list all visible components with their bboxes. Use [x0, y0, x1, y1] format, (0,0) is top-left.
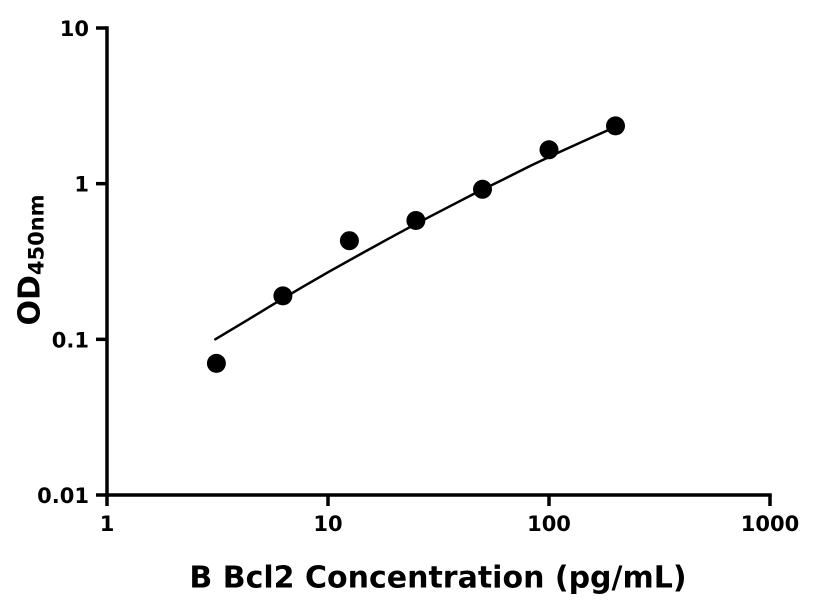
data-point	[473, 179, 492, 199]
data-point	[606, 116, 625, 136]
y-axis-tick-label: 0.1	[52, 328, 89, 352]
data-point	[273, 286, 293, 306]
y-axis-title: OD450nm	[12, 194, 49, 326]
y-axis-title-subscript: 450nm	[24, 194, 49, 276]
x-axis-tick-label: 1	[100, 512, 115, 536]
data-point	[539, 140, 559, 160]
x-axis-tick-label: 10	[313, 512, 342, 536]
data-point	[406, 211, 426, 230]
y-axis-title-main: OD	[12, 275, 48, 326]
axis-spines	[105, 26, 772, 497]
data-point	[206, 353, 226, 373]
x-axis-tick-label: 1000	[741, 512, 799, 536]
x-axis-tick-label: 100	[527, 512, 571, 536]
data-point	[339, 231, 359, 251]
fit-curve	[214, 125, 617, 341]
x-axis-title: B Bcl2 Concentration (pg/mL)	[189, 560, 687, 596]
y-axis-tick-label: 0.01	[37, 484, 89, 508]
y-axis-tick-label: 1	[74, 173, 89, 197]
y-axis-tick-label: 10	[60, 17, 89, 41]
